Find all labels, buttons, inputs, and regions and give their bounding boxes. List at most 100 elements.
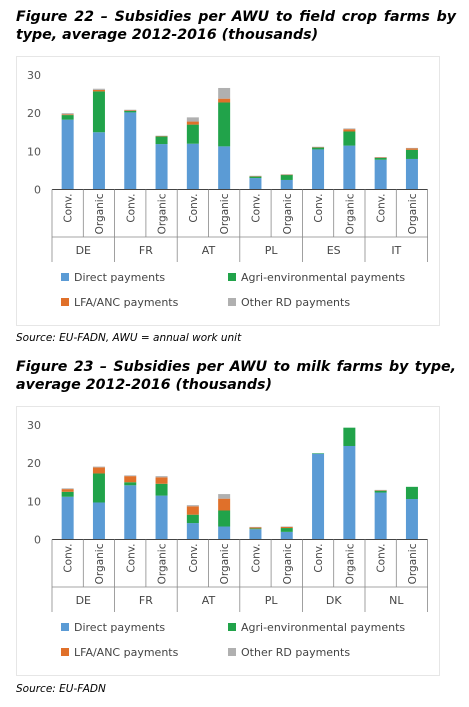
bar-segment bbox=[124, 475, 137, 477]
group-label: PL bbox=[265, 244, 279, 257]
figure-23-source: Source: EU-FADN bbox=[16, 683, 106, 695]
bar-segment bbox=[280, 526, 293, 529]
bar-segment bbox=[124, 110, 137, 111]
figure-23-chart-panel: 0 10 20 30 Conv. Organic Conv. Organic Conv. Orga… bbox=[16, 406, 440, 676]
x-tick-label: Conv. bbox=[250, 544, 262, 573]
legend-swatch bbox=[61, 298, 69, 306]
bar-segment bbox=[374, 490, 387, 491]
bar-segment bbox=[405, 158, 418, 190]
bar-segment bbox=[312, 453, 325, 540]
bar-segment bbox=[249, 176, 262, 177]
bar-segment bbox=[280, 174, 293, 176]
x-tick-label: Conv. bbox=[188, 544, 200, 573]
x-tick-label: Organic bbox=[219, 543, 231, 584]
x-tick-label: Organic bbox=[157, 543, 169, 584]
legend-label: Direct payments bbox=[74, 621, 165, 634]
bar-segment bbox=[343, 128, 356, 130]
bar-segment bbox=[343, 145, 356, 190]
legend-label: Agri-environmental payments bbox=[241, 271, 405, 284]
bar-segment bbox=[155, 483, 168, 496]
group-label: PL bbox=[265, 594, 279, 607]
bar-segment bbox=[61, 113, 74, 115]
x-tick-label: Organic bbox=[407, 543, 419, 584]
legend-swatch bbox=[228, 648, 236, 656]
y-tick-label: 0 bbox=[34, 534, 41, 547]
bar-segment bbox=[155, 136, 168, 137]
bar-segment bbox=[312, 146, 325, 148]
x-tick-label: Conv. bbox=[376, 544, 388, 573]
bar-segment bbox=[124, 110, 137, 113]
legend-swatch bbox=[228, 273, 236, 281]
bar-segment bbox=[374, 489, 387, 491]
bar-segment bbox=[155, 476, 168, 478]
x-tick-label: Organic bbox=[94, 543, 106, 584]
bar-segment bbox=[343, 131, 356, 146]
bar-segment bbox=[61, 488, 74, 490]
group-label: FR bbox=[139, 244, 153, 257]
bar-segment bbox=[374, 157, 387, 158]
bar-segment bbox=[312, 453, 325, 454]
group-label: AT bbox=[202, 594, 216, 607]
legend-label: Other RD payments bbox=[241, 646, 350, 659]
figure-22-chart: 0 10 20 30 Conv. Organic Conv. Organic Conv. Orga… bbox=[27, 69, 429, 309]
bar-segment bbox=[155, 477, 168, 484]
legend-swatch bbox=[61, 648, 69, 656]
bar-segment bbox=[280, 179, 293, 190]
group-label: DE bbox=[76, 594, 91, 607]
group-label: FR bbox=[139, 594, 153, 607]
bar-segment bbox=[249, 175, 262, 177]
bar-segment bbox=[218, 498, 231, 511]
bar-segment bbox=[155, 136, 168, 145]
legend-label: Direct payments bbox=[74, 271, 165, 284]
x-tick-label: Conv. bbox=[250, 194, 262, 223]
y-tick-label: 10 bbox=[27, 145, 41, 158]
bar-segment bbox=[186, 124, 199, 144]
legend-swatch bbox=[61, 273, 69, 281]
bar-segment bbox=[92, 466, 105, 468]
y-tick-label: 0 bbox=[34, 184, 41, 197]
x-tick-label: Organic bbox=[219, 193, 231, 234]
bar-segment bbox=[61, 491, 74, 497]
bar-segment bbox=[61, 115, 74, 120]
group-label: DK bbox=[326, 594, 342, 607]
bar-segment bbox=[374, 157, 387, 160]
bar-segment bbox=[155, 144, 168, 190]
bar-segment bbox=[218, 494, 231, 499]
bar-segment bbox=[249, 176, 262, 179]
bar-segment bbox=[92, 88, 105, 90]
x-tick-label: Organic bbox=[282, 543, 294, 584]
x-tick-label: Conv. bbox=[313, 544, 325, 573]
x-tick-label: Organic bbox=[407, 193, 419, 234]
bar-segment bbox=[405, 499, 418, 540]
group-label: DE bbox=[76, 244, 91, 257]
bar-segment bbox=[374, 490, 387, 493]
bar-segment bbox=[92, 89, 105, 92]
bar-segment bbox=[249, 528, 262, 530]
bar-segment bbox=[92, 467, 105, 474]
bar-segment bbox=[343, 445, 356, 540]
bar-segment bbox=[186, 143, 199, 190]
bar-segment bbox=[124, 485, 137, 540]
bar-segment bbox=[186, 523, 199, 540]
y-tick-label: 30 bbox=[27, 69, 41, 82]
figure-22-chart-panel: 0 10 20 30 Conv. Organic Conv. Organic Conv. Orga… bbox=[16, 56, 440, 326]
bar-segment bbox=[155, 135, 168, 137]
group-label: ES bbox=[327, 244, 341, 257]
x-tick-label: Conv. bbox=[188, 194, 200, 223]
bar-segment bbox=[61, 114, 74, 116]
bar-segment bbox=[186, 514, 199, 524]
bar-segment bbox=[186, 506, 199, 515]
figure-23-title: Figure 23 – Subsidies per AWU to milk fa… bbox=[16, 359, 456, 393]
bar-segment bbox=[405, 148, 418, 150]
bar-segment bbox=[124, 482, 137, 486]
bar-segment bbox=[280, 531, 293, 540]
group-label: IT bbox=[391, 244, 401, 257]
bar-segment bbox=[312, 147, 325, 150]
legend-swatch bbox=[61, 623, 69, 631]
group-label: NL bbox=[389, 594, 404, 607]
figure-23-chart: 0 10 20 30 Conv. Organic Conv. Organic Conv. Orga… bbox=[27, 419, 429, 659]
legend-swatch bbox=[228, 298, 236, 306]
bar-segment bbox=[280, 526, 293, 528]
bar-segment bbox=[186, 117, 199, 122]
bar-segment bbox=[218, 87, 231, 99]
